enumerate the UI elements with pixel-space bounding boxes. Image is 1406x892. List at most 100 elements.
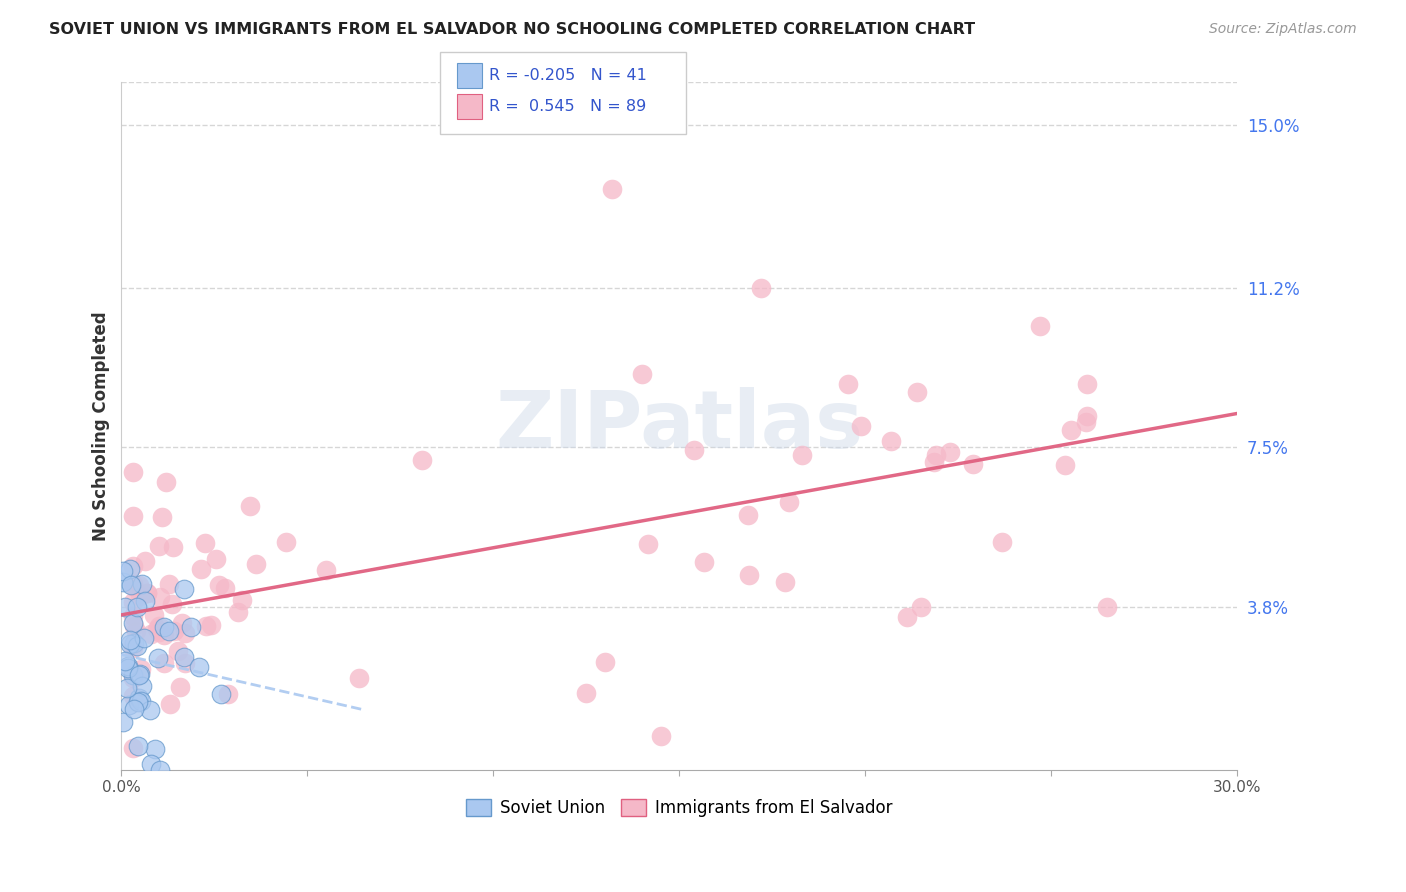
Point xyxy=(167,644,190,658)
Point xyxy=(122,615,145,630)
Point xyxy=(128,667,150,681)
Point xyxy=(139,703,162,717)
Point xyxy=(837,376,859,391)
Point xyxy=(121,608,143,623)
Point xyxy=(411,452,433,467)
Point xyxy=(118,633,141,648)
Point xyxy=(188,660,211,674)
Point xyxy=(153,620,176,634)
Text: R = -0.205   N = 41: R = -0.205 N = 41 xyxy=(489,68,647,83)
Point xyxy=(925,448,948,462)
Text: ZIPatlas: ZIPatlas xyxy=(495,387,863,465)
Point xyxy=(637,537,659,551)
Point xyxy=(1076,376,1098,391)
Point xyxy=(129,694,152,708)
Point xyxy=(121,578,143,592)
Text: R =  0.545   N = 89: R = 0.545 N = 89 xyxy=(489,99,647,114)
Point xyxy=(162,540,184,554)
Point xyxy=(217,687,239,701)
Point xyxy=(239,500,262,514)
Point xyxy=(790,448,813,462)
Point xyxy=(146,623,169,637)
Point xyxy=(122,635,145,649)
Point xyxy=(169,680,191,694)
Point xyxy=(117,661,139,675)
Text: Source: ZipAtlas.com: Source: ZipAtlas.com xyxy=(1209,22,1357,37)
Point xyxy=(173,625,195,640)
Point xyxy=(155,475,177,490)
Point xyxy=(602,182,624,196)
Point xyxy=(150,509,173,524)
Point xyxy=(650,729,672,743)
Point xyxy=(152,628,174,642)
Point xyxy=(228,605,250,619)
Point xyxy=(159,698,181,712)
Point xyxy=(1054,458,1077,472)
Point xyxy=(1095,599,1118,614)
Point xyxy=(737,508,759,522)
Point xyxy=(990,534,1012,549)
Point xyxy=(128,690,150,705)
Point xyxy=(148,625,170,640)
Point xyxy=(134,594,156,608)
Point xyxy=(117,681,139,695)
Point xyxy=(121,668,143,682)
Point xyxy=(209,687,232,701)
Point xyxy=(121,741,143,756)
Point xyxy=(163,624,186,639)
Point xyxy=(121,672,143,686)
Point xyxy=(1074,415,1097,429)
Point xyxy=(190,562,212,576)
Point xyxy=(128,577,150,591)
Point xyxy=(121,508,143,523)
Point xyxy=(173,582,195,596)
Point xyxy=(159,577,181,591)
Point xyxy=(127,739,149,753)
Point xyxy=(347,671,370,685)
Point xyxy=(693,555,716,569)
Point xyxy=(112,714,135,729)
Point xyxy=(122,465,145,479)
Point xyxy=(849,419,872,434)
Point xyxy=(121,640,143,655)
Point xyxy=(148,619,170,633)
Y-axis label: No Schooling Completed: No Schooling Completed xyxy=(93,311,110,541)
Point xyxy=(143,742,166,756)
Point xyxy=(245,557,267,571)
Point xyxy=(896,610,918,624)
Point xyxy=(134,554,156,568)
Point xyxy=(1060,424,1083,438)
Point xyxy=(131,576,153,591)
Point xyxy=(778,495,800,509)
Point xyxy=(148,539,170,553)
Point xyxy=(139,626,162,640)
Text: SOVIET UNION VS IMMIGRANTS FROM EL SALVADOR NO SCHOOLING COMPLETED CORRELATION C: SOVIET UNION VS IMMIGRANTS FROM EL SALVA… xyxy=(49,22,976,37)
Point xyxy=(173,650,195,665)
Point xyxy=(910,599,932,614)
Point xyxy=(118,698,141,713)
Point xyxy=(631,367,654,381)
Point xyxy=(173,656,195,670)
Point xyxy=(120,578,142,592)
Point xyxy=(131,679,153,693)
Point xyxy=(231,592,253,607)
Point xyxy=(127,600,149,615)
Point xyxy=(122,619,145,633)
Point xyxy=(118,562,141,576)
Point xyxy=(127,695,149,709)
Point xyxy=(121,576,143,591)
Point xyxy=(880,434,903,448)
Point xyxy=(737,567,759,582)
Point xyxy=(200,617,222,632)
Point xyxy=(204,552,226,566)
Point xyxy=(112,575,135,590)
Point xyxy=(149,591,172,605)
Point xyxy=(922,454,945,468)
Point xyxy=(214,581,236,595)
Point xyxy=(575,685,598,699)
Point xyxy=(749,281,772,295)
Point xyxy=(139,757,162,772)
Point xyxy=(682,442,704,457)
Point xyxy=(114,599,136,614)
Point xyxy=(117,658,139,673)
